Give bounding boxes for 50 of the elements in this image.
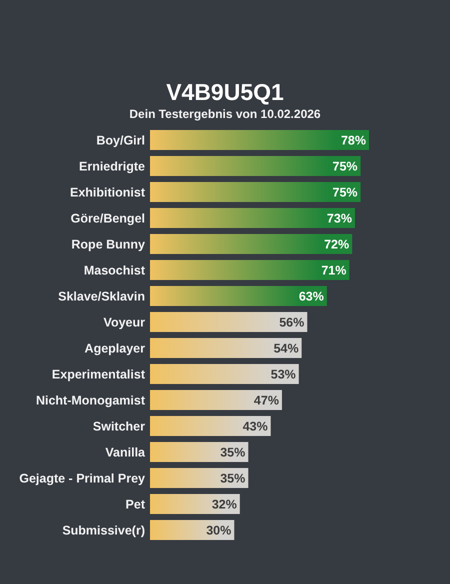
- data-label: 35%: [220, 471, 246, 486]
- y-tick-label: Vanilla: [105, 445, 146, 460]
- y-tick-label: Pet: [126, 497, 146, 512]
- bar: [150, 234, 352, 254]
- data-label: 71%: [321, 263, 346, 278]
- data-label: 72%: [324, 237, 350, 252]
- bar: [150, 338, 302, 358]
- y-tick-label: Ageplayer: [84, 341, 146, 356]
- bar: [150, 182, 361, 202]
- y-tick-label: Nicht-Monogamist: [36, 393, 146, 408]
- data-label: 75%: [332, 159, 358, 174]
- bar: [150, 312, 308, 332]
- bar: [150, 156, 361, 176]
- y-tick-label: Rope Bunny: [71, 237, 146, 252]
- bar: [150, 130, 369, 150]
- data-label: 78%: [340, 133, 366, 148]
- data-label: 53%: [270, 367, 296, 382]
- data-label: 32%: [212, 497, 237, 512]
- y-tick-label: Exhibitionist: [70, 185, 146, 200]
- data-label: 35%: [220, 445, 246, 460]
- chart-title: V4B9U5Q1: [166, 79, 284, 105]
- bar: [150, 494, 240, 514]
- y-tick-label: Erniedrigte: [79, 159, 146, 174]
- y-tick-label: Sklave/Sklavin: [58, 289, 145, 304]
- y-tick-label: Boy/Girl: [96, 133, 145, 148]
- data-label: 73%: [326, 211, 352, 226]
- y-tick-label: Masochist: [84, 263, 146, 278]
- y-tick-label: Submissive(r): [62, 523, 145, 538]
- bar: [150, 208, 355, 228]
- bar: [150, 442, 248, 462]
- data-label: 63%: [298, 289, 324, 304]
- y-tick-label: Switcher: [92, 419, 146, 434]
- data-label: 43%: [242, 419, 268, 434]
- y-tick-label: Experimentalist: [52, 367, 146, 382]
- y-tick-label: Göre/Bengel: [70, 211, 145, 226]
- bar: [150, 364, 299, 384]
- data-label: 56%: [279, 315, 304, 330]
- bar: [150, 260, 350, 280]
- y-tick-label: Gejagte - Primal Prey: [19, 471, 146, 486]
- data-label: 47%: [254, 393, 279, 408]
- bar: [150, 520, 234, 540]
- data-label: 54%: [274, 341, 299, 356]
- bar: [150, 390, 282, 410]
- y-tick-label: Voyeur: [104, 315, 146, 330]
- data-label: 30%: [206, 523, 232, 538]
- bar: [150, 286, 327, 306]
- bar: [150, 416, 271, 436]
- bar: [150, 468, 248, 488]
- chart-subtitle: Dein Testergebnis von 10.02.2026: [129, 107, 321, 121]
- data-label: 75%: [332, 185, 358, 200]
